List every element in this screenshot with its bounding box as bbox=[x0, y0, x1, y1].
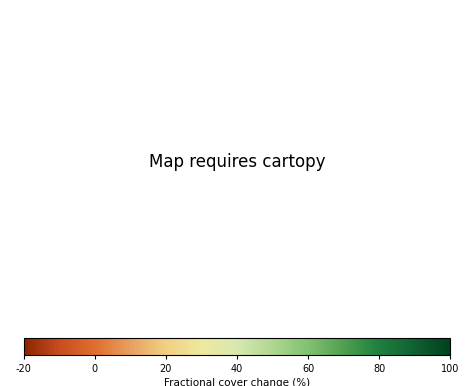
Text: Map requires cartopy: Map requires cartopy bbox=[149, 153, 325, 171]
X-axis label: Fractional cover change (%): Fractional cover change (%) bbox=[164, 378, 310, 386]
